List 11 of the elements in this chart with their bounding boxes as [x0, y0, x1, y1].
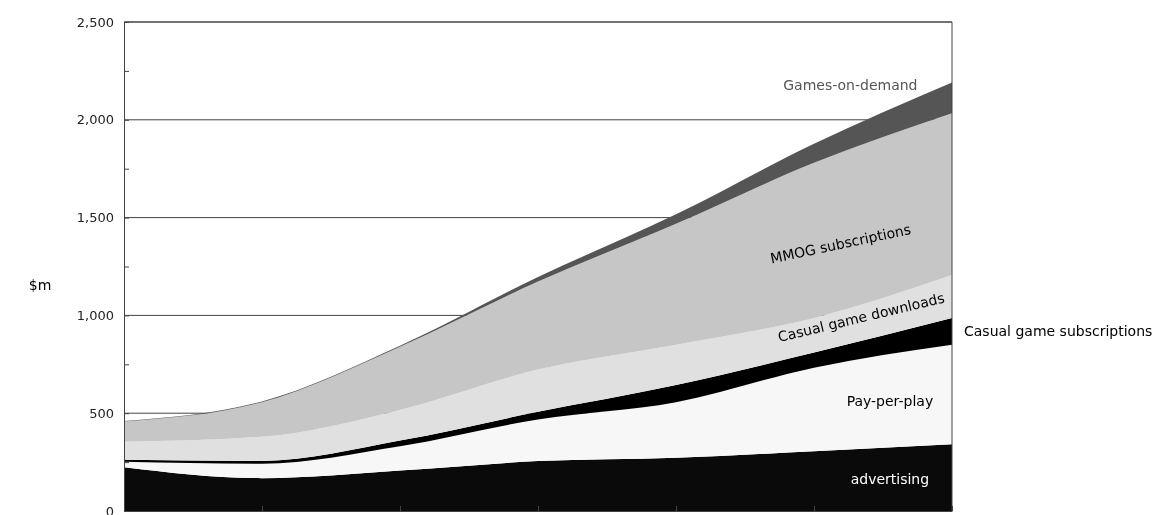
- series-label: Games-on-demand: [783, 76, 918, 93]
- series-label: Casual game subscriptions: [964, 323, 1153, 340]
- y-tick-label: 1,500: [76, 210, 114, 226]
- y-tick-label: 2,500: [76, 14, 114, 30]
- y-tick-label: 0: [105, 503, 114, 515]
- y-axis-title: $m: [28, 277, 52, 293]
- series-label: Pay-per-play: [846, 393, 934, 410]
- series-label: advertising: [850, 471, 930, 488]
- y-tick-label: 2,000: [76, 112, 114, 128]
- y-tick-label: 1,000: [76, 308, 114, 324]
- y-tick-label: 500: [89, 405, 114, 421]
